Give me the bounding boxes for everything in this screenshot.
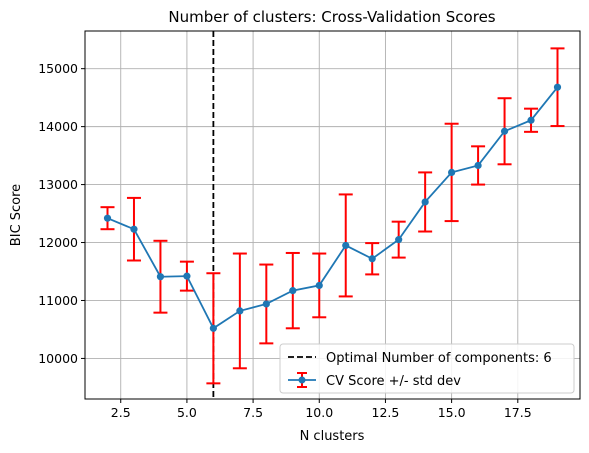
y-tick-label: 15000 bbox=[38, 61, 78, 76]
data-point bbox=[104, 215, 111, 222]
data-point bbox=[130, 226, 137, 233]
data-point bbox=[263, 300, 270, 307]
data-point bbox=[369, 255, 376, 262]
series-line bbox=[108, 87, 558, 328]
legend-vline-label: Optimal Number of components: 6 bbox=[326, 351, 552, 366]
error-bars bbox=[101, 48, 565, 383]
legend-series-label: CV Score +/- std dev bbox=[326, 374, 461, 389]
data-point bbox=[474, 162, 481, 169]
legend-series-marker bbox=[299, 377, 306, 384]
data-point bbox=[183, 273, 190, 280]
y-axis-ticks: 10000 11000 12000 13000 14000 15000 bbox=[38, 61, 85, 366]
data-point bbox=[554, 84, 561, 91]
data-point bbox=[289, 287, 296, 294]
data-point bbox=[448, 169, 455, 176]
x-tick-label: 2.5 bbox=[111, 405, 131, 420]
y-tick-label: 11000 bbox=[38, 293, 78, 308]
data-point bbox=[210, 325, 217, 332]
x-tick-label: 7.5 bbox=[243, 405, 263, 420]
x-tick-label: 17.5 bbox=[504, 405, 532, 420]
data-point bbox=[422, 198, 429, 205]
x-tick-label: 15.0 bbox=[438, 405, 466, 420]
data-point bbox=[157, 273, 164, 280]
data-point bbox=[395, 236, 402, 243]
y-tick-label: 13000 bbox=[38, 177, 78, 192]
data-point bbox=[316, 282, 323, 289]
y-axis-title: BIC Score bbox=[9, 184, 24, 246]
y-tick-label: 12000 bbox=[38, 235, 78, 250]
x-axis-ticks: 2.5 5.0 7.5 10.0 12.5 15.0 17.5 bbox=[111, 399, 532, 420]
data-point bbox=[527, 117, 534, 124]
y-tick-label: 10000 bbox=[38, 351, 78, 366]
x-tick-label: 12.5 bbox=[372, 405, 400, 420]
x-tick-label: 10.0 bbox=[305, 405, 333, 420]
data-point bbox=[501, 128, 508, 135]
chart-title: Number of clusters: Cross-Validation Sco… bbox=[168, 8, 495, 26]
legend: Optimal Number of components: 6 CV Score… bbox=[280, 344, 574, 393]
data-point bbox=[236, 307, 243, 314]
x-axis-title: N clusters bbox=[300, 429, 365, 444]
x-tick-label: 5.0 bbox=[177, 405, 197, 420]
series-group bbox=[104, 84, 561, 332]
y-tick-label: 14000 bbox=[38, 119, 78, 134]
data-point bbox=[342, 242, 349, 249]
